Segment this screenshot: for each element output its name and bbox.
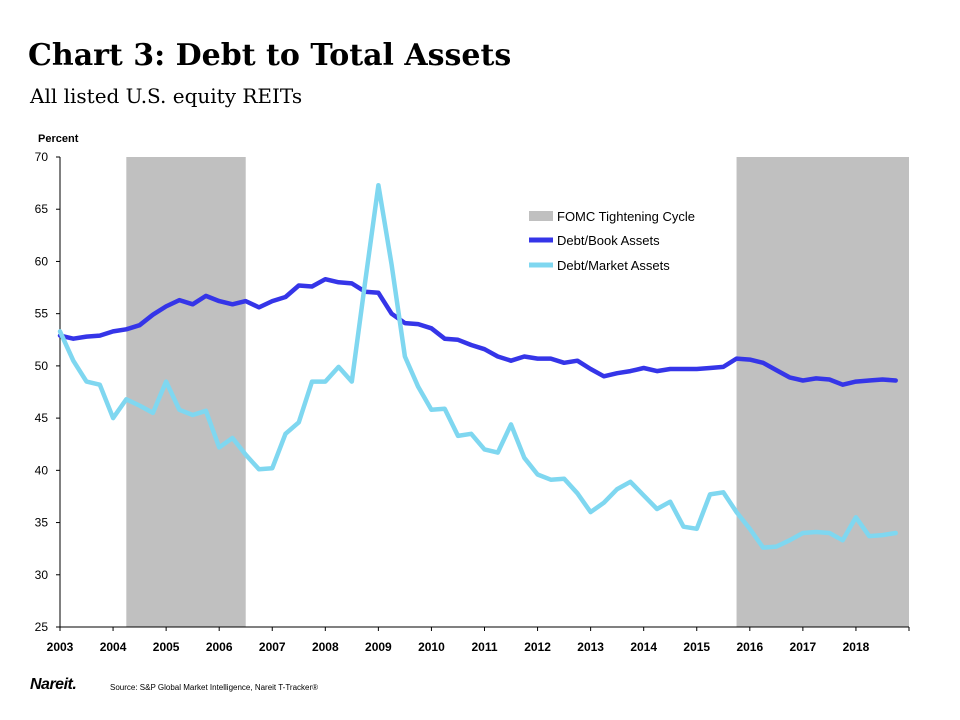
y-tick-label-35: 35 bbox=[35, 516, 49, 530]
x-tick-label-2006: 2006 bbox=[206, 640, 233, 654]
x-tick-label-2014: 2014 bbox=[630, 640, 657, 654]
chart-title: Chart 3: Debt to Total Assets bbox=[28, 38, 512, 73]
shade-period-2 bbox=[736, 157, 909, 627]
legend-label-fomc: FOMC Tightening Cycle bbox=[557, 209, 695, 224]
y-axis-label: Percent bbox=[38, 133, 79, 145]
source-note: Source: S&P Global Market Intelligence, … bbox=[110, 683, 319, 692]
x-tick-label-2015: 2015 bbox=[683, 640, 710, 654]
y-tick-label-45: 45 bbox=[35, 411, 49, 425]
legend: FOMC Tightening Cycle Debt/Book Assets D… bbox=[529, 209, 695, 273]
legend-label-book: Debt/Book Assets bbox=[557, 233, 660, 248]
x-tick-label-2017: 2017 bbox=[790, 640, 817, 654]
y-tick-label-50: 50 bbox=[35, 359, 49, 373]
axes: 25 30 35 40 45 50 55 60 65 70 Percent 2003 2004 2005 2… bbox=[35, 133, 910, 654]
x-tick-label-2008: 2008 bbox=[312, 640, 339, 654]
y-tick-label-40: 40 bbox=[35, 463, 49, 477]
y-tick-label-60: 60 bbox=[35, 254, 49, 268]
y-tick-label-30: 30 bbox=[35, 568, 49, 582]
x-tick-label-2018: 2018 bbox=[843, 640, 870, 654]
y-tick-label-25: 25 bbox=[35, 620, 49, 634]
x-tick-label-2003: 2003 bbox=[47, 640, 74, 654]
x-tick-label-2011: 2011 bbox=[471, 640, 497, 654]
shade-period-1 bbox=[126, 157, 246, 627]
x-tick-label-2016: 2016 bbox=[736, 640, 763, 654]
legend-label-market: Debt/Market Assets bbox=[557, 258, 670, 273]
y-tick-label-65: 65 bbox=[35, 202, 49, 216]
x-tick-label-2010: 2010 bbox=[418, 640, 445, 654]
x-tick-label-2009: 2009 bbox=[365, 640, 392, 654]
x-tick-label-2013: 2013 bbox=[577, 640, 604, 654]
legend-swatch-fomc bbox=[529, 211, 553, 221]
chart-subtitle: All listed U.S. equity REITs bbox=[30, 84, 303, 108]
x-tick-label-2012: 2012 bbox=[524, 640, 551, 654]
y-tick-label-70: 70 bbox=[35, 150, 49, 164]
x-tick-label-2004: 2004 bbox=[100, 640, 127, 654]
y-tick-label-55: 55 bbox=[35, 307, 49, 321]
series-lines bbox=[57, 182, 898, 550]
series-line-debt-market-assets bbox=[57, 182, 898, 550]
x-tick-label-2005: 2005 bbox=[153, 640, 180, 654]
shaded-periods bbox=[126, 157, 909, 627]
x-tick-label-2007: 2007 bbox=[259, 640, 286, 654]
series-line-debt-book-assets bbox=[57, 276, 898, 387]
nareit-logo: Nareit. bbox=[30, 676, 77, 693]
